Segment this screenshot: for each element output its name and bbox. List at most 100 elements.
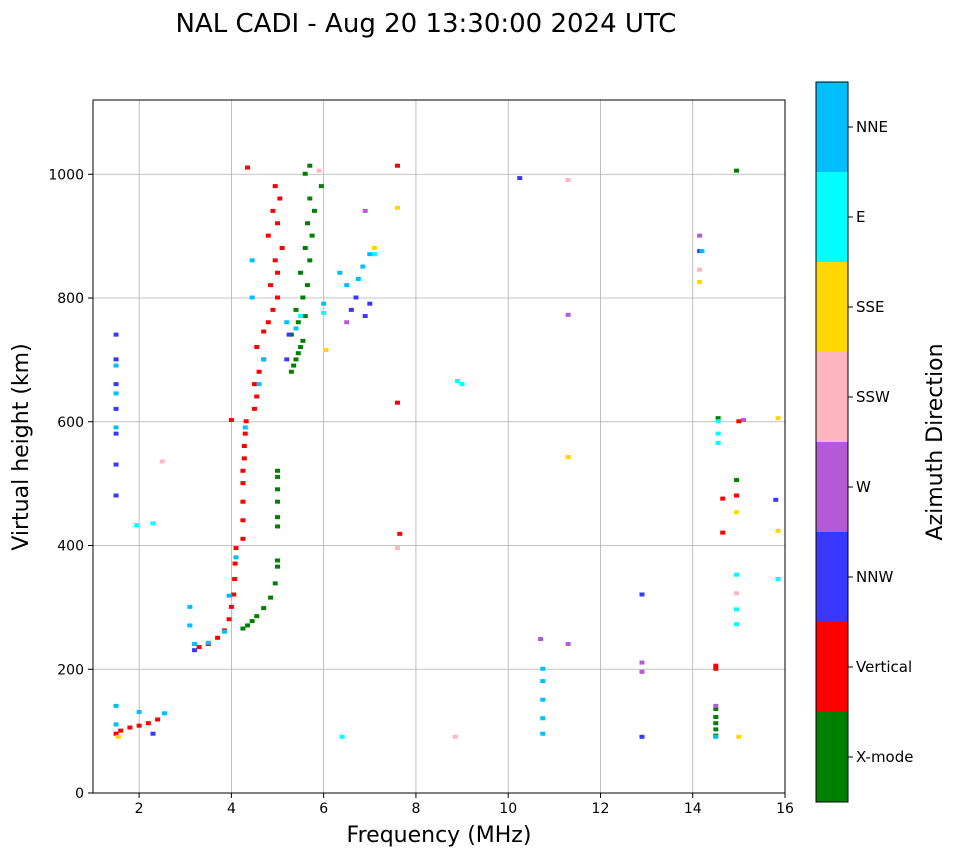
x-axis-ticks: 2 4 6 8 10 12 14 16 (135, 793, 794, 817)
data-point (302, 246, 308, 250)
data-point (240, 499, 246, 504)
data-point (127, 725, 133, 730)
colorbar-frame (815, 81, 849, 803)
data-point (275, 221, 281, 226)
x-tick-label: 14 (684, 801, 702, 817)
colorbar-label: Azimuth Direction (923, 343, 948, 540)
x-tick-label: 10 (499, 801, 517, 817)
data-point (275, 474, 281, 479)
data-point (275, 295, 281, 300)
data-point (150, 521, 156, 526)
data-point (305, 221, 311, 226)
data-point (113, 722, 119, 727)
data-point (205, 640, 211, 645)
data-point (339, 734, 345, 739)
data-point (537, 637, 543, 642)
y-tick-label: 600 (57, 415, 84, 431)
plot-frame (92, 99, 786, 794)
data-point (736, 419, 742, 424)
data-point (275, 564, 281, 569)
data-point (113, 363, 119, 368)
data-point (307, 258, 313, 263)
data-point (565, 455, 571, 460)
data-point (251, 406, 257, 411)
data-point (231, 592, 237, 597)
data-point (697, 267, 703, 272)
y-tick-label: 800 (57, 291, 84, 307)
data-point (221, 629, 227, 634)
data-point (240, 536, 246, 541)
data-point (242, 425, 248, 430)
data-point (215, 635, 221, 640)
data-point (734, 168, 740, 173)
data-point (268, 283, 274, 288)
data-point (540, 697, 546, 702)
data-point (113, 703, 119, 708)
data-point (233, 546, 239, 551)
data-point (639, 734, 645, 739)
series-w (344, 208, 746, 708)
colorbar-segment (816, 442, 848, 532)
data-point (288, 369, 294, 374)
data-point (454, 379, 460, 384)
data-point (275, 499, 281, 504)
data-point (318, 184, 324, 189)
data-point (268, 595, 274, 600)
data-point (337, 270, 343, 275)
data-point (720, 530, 726, 535)
chart-title: NAL CADI - Aug 20 13:30:00 2024 UTC (176, 9, 677, 39)
x-tick-label: 16 (776, 801, 794, 817)
data-point (740, 418, 746, 423)
data-point (113, 357, 119, 362)
data-point (115, 734, 121, 739)
data-point (240, 481, 246, 486)
data-point (371, 252, 377, 257)
data-point (720, 496, 726, 501)
data-point (775, 577, 781, 582)
data-point (713, 721, 719, 726)
data-point (145, 721, 151, 726)
data-point (275, 468, 281, 473)
series-e (134, 252, 781, 739)
y-axis-ticks: 0 200 400 600 800 1000 (48, 167, 93, 802)
data-point (241, 456, 247, 461)
data-point (302, 171, 308, 176)
data-point (272, 258, 278, 263)
data-point (241, 444, 247, 448)
x-tick-label: 12 (592, 801, 610, 817)
data-point (162, 711, 168, 716)
data-point (362, 208, 368, 213)
data-point (228, 604, 234, 609)
colorbar-tick-label: E (856, 208, 865, 226)
data-point (734, 607, 740, 612)
series-nnw (113, 176, 779, 739)
data-point (243, 419, 249, 424)
data-point (355, 276, 361, 281)
data-point (136, 723, 142, 728)
data-point (265, 320, 271, 325)
data-point (734, 510, 740, 515)
series-x-mode (240, 163, 740, 738)
data-point (277, 196, 283, 201)
x-tick-label: 2 (135, 801, 144, 817)
data-point (196, 645, 202, 650)
data-point (639, 592, 645, 597)
data-point (344, 320, 350, 325)
data-point (249, 258, 255, 263)
data-point (113, 431, 119, 436)
data-point (565, 312, 571, 317)
data-point (734, 478, 740, 483)
data-point (713, 663, 719, 668)
data-point (298, 270, 304, 275)
data-point (254, 614, 260, 619)
data-point (113, 731, 119, 736)
y-tick-label: 400 (57, 539, 84, 555)
data-point (736, 734, 742, 739)
colorbar: X-mode Vertical NNW W SSW SSE E NNE (815, 81, 913, 803)
data-point (275, 515, 281, 520)
data-point (284, 320, 290, 325)
data-point (540, 731, 546, 736)
data-point (353, 295, 359, 300)
colorbar-segment (816, 82, 848, 172)
